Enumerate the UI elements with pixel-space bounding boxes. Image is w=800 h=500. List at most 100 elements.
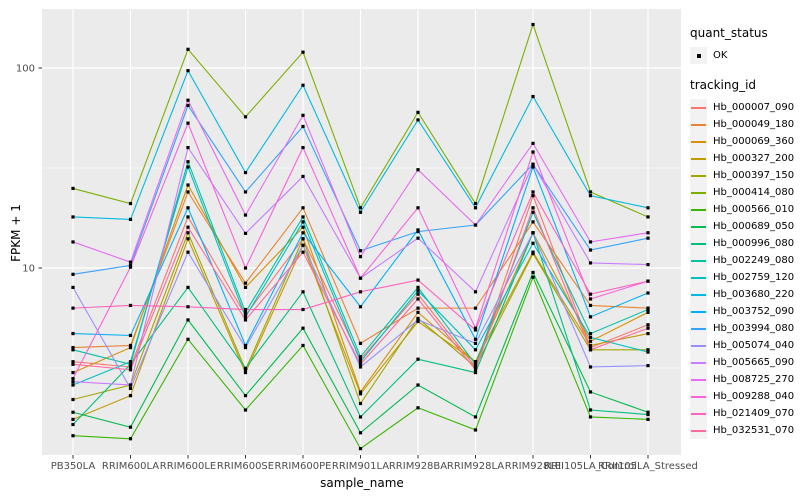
legend-item: Hb_000069_360: [690, 133, 800, 150]
data-point: [71, 434, 75, 438]
data-point: [71, 186, 75, 191]
data-point: [243, 310, 248, 314]
x-axis-title: sample_name: [320, 476, 404, 490]
data-point: [243, 115, 248, 119]
x-tick-label: RRIM928LA: [447, 461, 504, 472]
data-point: [646, 348, 650, 352]
legend-item-label: Hb_000007_090: [713, 102, 795, 113]
data-point: [301, 307, 305, 312]
legend-item-label: Hb_000049_180: [713, 119, 795, 130]
data-point: [186, 190, 190, 194]
legend-color-swatch: [690, 286, 707, 303]
data-point: [416, 206, 420, 210]
data-point: [646, 412, 650, 417]
data-point: [358, 447, 363, 451]
series-line-icon: [691, 175, 706, 177]
data-point: [71, 370, 75, 375]
data-point: [416, 230, 420, 234]
data-point: [128, 263, 133, 268]
legend-color-swatch: [690, 99, 707, 116]
data-point: [646, 310, 650, 314]
data-point: [186, 285, 190, 289]
data-point: [128, 217, 133, 221]
x-tick-label: PB350LA: [51, 461, 96, 472]
data-point: [531, 165, 535, 169]
data-point: [531, 220, 535, 224]
data-point: [473, 360, 478, 364]
data-point: [588, 248, 593, 252]
data-point: [243, 370, 248, 375]
data-point: [128, 333, 133, 338]
data-point: [473, 206, 478, 210]
data-point: [301, 237, 305, 241]
data-point: [128, 303, 133, 308]
data-point: [358, 341, 363, 345]
data-point: [416, 310, 420, 314]
data-point: [358, 206, 363, 210]
data-point: [301, 290, 305, 294]
data-point: [646, 231, 650, 235]
data-point: [71, 397, 75, 402]
legend-color-swatch: [690, 269, 707, 286]
legend-ok-key: OK: [690, 47, 800, 64]
data-point: [243, 213, 248, 217]
data-point: [243, 231, 248, 235]
data-point: [416, 357, 420, 361]
data-point: [243, 315, 248, 319]
data-point: [186, 215, 190, 219]
x-tick-label: RRIM600LE: [160, 461, 216, 472]
data-point: [646, 323, 650, 327]
ok-point-icon: [697, 54, 701, 58]
legend-color-swatch: [690, 405, 707, 422]
legend-item-label: Hb_000327_200: [713, 153, 795, 164]
data-point: [416, 292, 420, 296]
data-point: [128, 383, 133, 387]
data-point: [71, 215, 75, 219]
legend-item: Hb_021409_070: [690, 405, 800, 422]
data-point: [128, 201, 133, 206]
data-point: [473, 428, 478, 432]
data-point: [588, 335, 593, 339]
data-point: [186, 165, 190, 169]
data-point: [186, 145, 190, 150]
data-point: [186, 337, 190, 341]
data-point: [128, 343, 133, 348]
legend-item: Hb_000566_010: [690, 201, 800, 218]
data-point: [186, 47, 190, 51]
data-point: [301, 113, 305, 117]
data-point: [531, 270, 535, 275]
data-point: [186, 318, 190, 322]
data-point: [71, 410, 75, 414]
data-point: [186, 225, 190, 229]
data-point: [358, 255, 363, 259]
legend-color-swatch: [690, 150, 707, 167]
legend-ok-label: OK: [713, 50, 728, 61]
data-point: [416, 318, 420, 322]
data-point: [588, 348, 593, 352]
data-point: [186, 69, 190, 73]
data-point: [588, 240, 593, 244]
legend-item-label: Hb_003994_080: [713, 323, 795, 334]
data-point: [301, 174, 305, 179]
data-point: [301, 225, 305, 229]
data-point: [588, 194, 593, 198]
data-point: [473, 362, 478, 366]
y-tick-label: 10: [22, 264, 35, 275]
data-point: [588, 390, 593, 394]
legend-color-swatch: [690, 337, 707, 354]
legend-item: Hb_005665_090: [690, 354, 800, 371]
data-point: [473, 370, 478, 375]
data-point: [416, 236, 420, 240]
legend-item: Hb_000414_080: [690, 184, 800, 201]
data-point: [186, 98, 190, 102]
legend-item-label: Hb_000397_150: [713, 170, 795, 181]
data-point: [588, 339, 593, 343]
data-point: [243, 281, 248, 285]
data-point: [416, 383, 420, 387]
legend-item-label: Hb_032531_070: [713, 425, 795, 436]
data-point: [588, 343, 593, 348]
legend-color-swatch: [690, 167, 707, 184]
data-point: [243, 190, 248, 194]
data-point: [128, 265, 133, 269]
data-point: [646, 279, 650, 283]
